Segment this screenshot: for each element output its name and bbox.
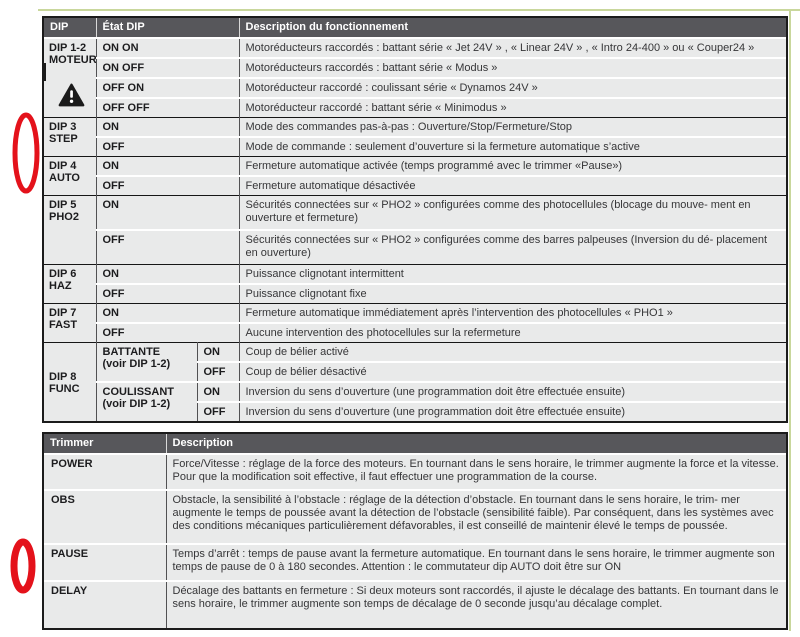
stray-scan-mark bbox=[44, 63, 46, 81]
dip-state-cell: ON bbox=[96, 117, 240, 137]
dip-group-label-func: DIP 8 FUNC bbox=[44, 342, 97, 421]
dip-state-cell: OFF bbox=[96, 136, 240, 157]
dip-state-cell: OFF bbox=[96, 322, 240, 343]
table-row: POWER Force/Vitesse : réglage de la forc… bbox=[44, 453, 786, 490]
dip-desc-cell: Mode de commande : seulement d’ouverture… bbox=[239, 136, 786, 157]
trimmer-name-cell: OBS bbox=[44, 489, 167, 544]
table-row: OFF Fermeture automatique désactivée bbox=[44, 175, 786, 196]
dip-state-cell: OFF bbox=[197, 401, 240, 421]
table-row: OFF Mode de commande : seulement d’ouver… bbox=[44, 136, 786, 157]
dip-desc-cell: Motoréducteurs raccordés : battant série… bbox=[239, 57, 786, 78]
table-row: OFF Aucune intervention des photocellule… bbox=[44, 322, 786, 343]
table-row: DIP 5 PHO2 ON Sécurités connectées sur «… bbox=[44, 195, 786, 265]
dip-group-number: DIP 1-2 bbox=[49, 42, 87, 54]
dip-desc-cell: Inversion du sens d’ouverture (une progr… bbox=[239, 401, 786, 421]
dip-state-cell: ON bbox=[96, 156, 240, 176]
dip-desc-cell: Motoréducteur raccordé : battant série «… bbox=[239, 97, 786, 118]
dip-desc-cell: Inversion du sens d’ouverture (une progr… bbox=[239, 381, 786, 402]
trimmer-desc-cell: Force/Vitesse : réglage de la force des … bbox=[166, 453, 786, 490]
dip-desc-cell: Fermeture automatique immédiatement aprè… bbox=[239, 303, 786, 323]
dip-group-label-haz: DIP 6 HAZ bbox=[44, 264, 97, 304]
page-edge-line-right bbox=[789, 9, 791, 631]
dip8-battante-cell: BATTANTE (voir DIP 1-2) bbox=[96, 342, 198, 382]
dip-table-header-row: DIP État DIP Description du fonctionneme… bbox=[44, 18, 786, 38]
dip-group-label-moteur: DIP 1-2 MOTEUR bbox=[44, 37, 97, 118]
trimmer-desc-cell: Obstacle, la sensibilité à l’obstacle : … bbox=[166, 489, 786, 544]
dip-desc-cell: Coup de bélier désactivé bbox=[239, 361, 786, 382]
dip-group-label-pho2: DIP 5 PHO2 bbox=[44, 195, 97, 265]
trimmer-name-cell: POWER bbox=[44, 453, 167, 490]
table-row: OBS Obstacle, la sensibilité à l’obstacl… bbox=[44, 489, 786, 544]
dip-state-cell: ON bbox=[197, 342, 240, 362]
dip-desc-cell: Puissance clignotant fixe bbox=[239, 283, 786, 304]
header-trimmer-description: Description bbox=[166, 434, 786, 454]
header-dip: DIP bbox=[44, 18, 97, 38]
dip-desc-cell: Motoréducteurs raccordés : battant série… bbox=[239, 37, 786, 58]
dip-state-cell: OFF OFF bbox=[96, 97, 240, 118]
dip-desc-cell: Puissance clignotant intermittent bbox=[239, 264, 786, 284]
dip-desc-cell: Coup de bélier activé bbox=[239, 342, 786, 362]
annotation-oval-dip3-dip4 bbox=[12, 112, 40, 194]
annotation-oval-shape bbox=[12, 112, 40, 194]
annotation-oval-shape bbox=[10, 538, 36, 594]
dip-state-cell: ON bbox=[96, 264, 240, 284]
dip-state-cell: OFF bbox=[96, 175, 240, 196]
dip-state-cell: ON bbox=[96, 303, 240, 323]
table-row: ON OFF Motoréducteurs raccordés : battan… bbox=[44, 57, 786, 78]
trimmer-name-cell: DELAY bbox=[44, 580, 167, 628]
trimmer-table: Trimmer Description POWER Force/Vitesse … bbox=[42, 432, 788, 630]
header-trimmer: Trimmer bbox=[44, 434, 167, 454]
dip-state-cell: ON OFF bbox=[96, 57, 240, 78]
trimmer-name-cell: PAUSE bbox=[44, 543, 167, 581]
dip-state-cell: OFF bbox=[96, 283, 240, 304]
table-row: DIP 3 STEP ON Mode des commandes pas-à-p… bbox=[44, 117, 786, 157]
dip-desc-cell: Fermeture automatique désactivée bbox=[239, 175, 786, 196]
dip-state-cell: OFF bbox=[197, 361, 240, 382]
dip8-coulissant-cell: COULISSANT (voir DIP 1-2) bbox=[96, 381, 198, 421]
table-row: DIP 6 HAZ ON Puissance clignotant interm… bbox=[44, 264, 786, 304]
dip-desc-cell: Aucune intervention des photocellules su… bbox=[239, 322, 786, 343]
dip-desc-cell: Mode des commandes pas-à-pas : Ouverture… bbox=[239, 117, 786, 137]
page-edge-line-top bbox=[38, 9, 800, 11]
dip-desc-cell: Fermeture automatique activée (temps pro… bbox=[239, 156, 786, 176]
table-row: DELAY Décalage des battants en fermeture… bbox=[44, 580, 786, 628]
dip-desc-cell: Motoréducteur raccordé : coulissant séri… bbox=[239, 77, 786, 98]
table-row: OFF Coup de bélier désactivé bbox=[44, 361, 786, 382]
dip-group-label-fast: DIP 7 FAST bbox=[44, 303, 97, 343]
table-row: DIP 4 AUTO ON Fermeture automatique acti… bbox=[44, 156, 786, 196]
dip-state-cell: ON bbox=[96, 195, 240, 230]
dip-desc-cell: Sécurités connectées sur « PHO2 » config… bbox=[239, 229, 786, 265]
dip-switch-table: DIP État DIP Description du fonctionneme… bbox=[42, 16, 788, 423]
annotation-oval-pause bbox=[10, 538, 36, 594]
table-row: OFF Puissance clignotant fixe bbox=[44, 283, 786, 304]
table-row: PAUSE Temps d’arrêt : temps de pause ava… bbox=[44, 543, 786, 581]
trimmer-table-header-row: Trimmer Description bbox=[44, 434, 786, 454]
table-row: COULISSANT (voir DIP 1-2) ON Inversion d… bbox=[44, 381, 786, 421]
dip-state-cell: OFF ON bbox=[96, 77, 240, 98]
trimmer-desc-cell: Temps d’arrêt : temps de pause avant la … bbox=[166, 543, 786, 581]
table-row: OFF ON Motoréducteur raccordé : coulissa… bbox=[44, 77, 786, 98]
header-description: Description du fonctionnement bbox=[239, 18, 786, 38]
dip-group-label-auto: DIP 4 AUTO bbox=[44, 156, 97, 196]
table-row: OFF Inversion du sens d’ouverture (une p… bbox=[44, 401, 786, 421]
dip-state-cell: ON ON bbox=[96, 37, 240, 58]
table-row: DIP 1-2 MOTEUR ON ON Motoréducteurs racc… bbox=[44, 37, 786, 118]
dip-state-cell: OFF bbox=[96, 229, 240, 265]
dip-desc-cell: Sécurités connectées sur « PHO2 » config… bbox=[239, 195, 786, 230]
table-row: OFF OFF Motoréducteur raccordé : battant… bbox=[44, 97, 786, 118]
table-row: OFF Sécurités connectées sur « PHO2 » co… bbox=[44, 229, 786, 265]
dip-group-name: MOTEUR bbox=[49, 54, 96, 66]
trimmer-desc-cell: Décalage des battants en fermeture : Si … bbox=[166, 580, 786, 628]
dip-state-cell: ON bbox=[197, 381, 240, 402]
table-row: DIP 7 FAST ON Fermeture automatique immé… bbox=[44, 303, 786, 343]
dip-group-label-step: DIP 3 STEP bbox=[44, 117, 97, 157]
table-row: DIP 8 FUNC BATTANTE (voir DIP 1-2) ON Co… bbox=[44, 342, 786, 421]
header-etat-dip: État DIP bbox=[96, 18, 240, 38]
warning-triangle-icon bbox=[58, 83, 85, 107]
